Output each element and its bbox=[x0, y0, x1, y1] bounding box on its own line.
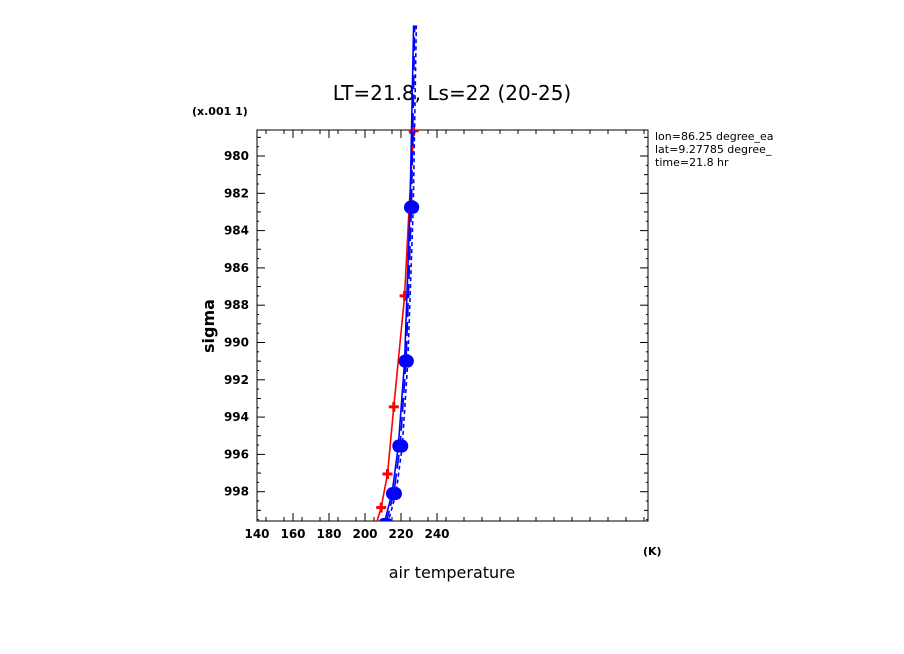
series-blue-shortdash-line bbox=[387, 25, 418, 521]
y-tick-label: 984 bbox=[224, 224, 249, 238]
y-tick-label: 986 bbox=[224, 261, 249, 275]
circle-marker bbox=[389, 487, 402, 501]
x-tick-label: 180 bbox=[316, 527, 341, 541]
x-tick-label: 220 bbox=[388, 527, 413, 541]
x-tick-label: 200 bbox=[352, 527, 377, 541]
x-axis: 140 160 180 200 220 240 bbox=[244, 130, 645, 541]
series-layer bbox=[374, 25, 420, 521]
plot-frame bbox=[256, 129, 649, 522]
x-tick-label: 240 bbox=[424, 527, 449, 541]
x-axis-title: air temperature bbox=[389, 563, 515, 582]
y-tick-label: 988 bbox=[224, 298, 249, 312]
y-tick-label: 996 bbox=[224, 447, 249, 461]
y-tick-label: 994 bbox=[224, 410, 249, 424]
y-tick-label: 980 bbox=[224, 149, 249, 163]
info-lat: lat=9.27785 degree_ bbox=[655, 143, 772, 156]
y-tick-label: 992 bbox=[224, 373, 249, 387]
info-block: lon=86.25 degree_ea lat=9.27785 degree_ … bbox=[655, 130, 774, 169]
x-unit-label: (K) bbox=[643, 545, 662, 558]
y-tick-label: 998 bbox=[224, 485, 249, 499]
circle-marker bbox=[382, 517, 393, 521]
plus-marker bbox=[388, 401, 399, 412]
y-axis-title: sigma bbox=[199, 299, 218, 353]
circle-marker bbox=[396, 439, 409, 453]
info-time: time=21.8 hr bbox=[655, 156, 729, 169]
y-tick-label: 990 bbox=[224, 336, 249, 350]
y-axis: 980 982 984 986 988 990 992 994 996 998 bbox=[224, 136, 648, 521]
info-lon: lon=86.25 degree_ea bbox=[655, 130, 774, 143]
circle-marker bbox=[407, 200, 420, 214]
y-tick-label: 982 bbox=[224, 186, 249, 200]
circle-marker bbox=[401, 354, 414, 368]
plus-marker bbox=[408, 125, 419, 136]
y-scale-note: (x.001 1) bbox=[192, 105, 248, 118]
series-blue-shortdash bbox=[382, 25, 420, 521]
plus-marker bbox=[376, 502, 387, 513]
x-tick-label: 160 bbox=[280, 527, 305, 541]
plus-marker bbox=[382, 468, 393, 479]
x-tick-label: 140 bbox=[244, 527, 269, 541]
chart-title: LT=21.8, Ls=22 (20-25) bbox=[333, 81, 571, 105]
